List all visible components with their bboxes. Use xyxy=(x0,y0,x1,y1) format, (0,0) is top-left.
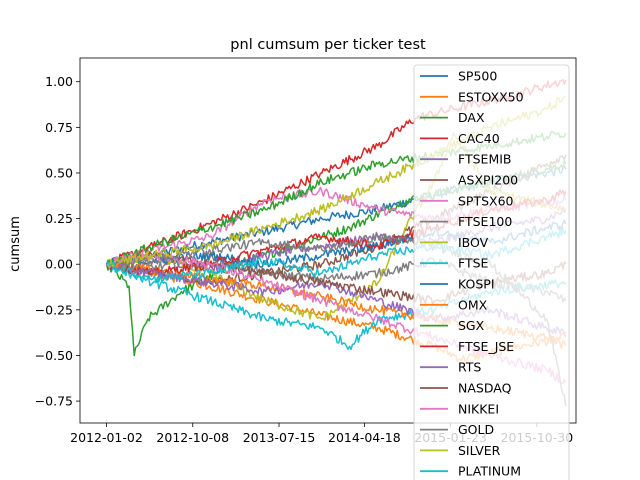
x-tick-label: 2012-10-08 xyxy=(156,430,229,445)
chart-title: pnl cumsum per ticker test xyxy=(230,37,426,53)
legend-label: OMX xyxy=(458,297,488,312)
y-tick-label: −0.75 xyxy=(35,394,73,409)
legend-label: KOSPI xyxy=(458,277,495,292)
legend-label: PLATINUM xyxy=(458,464,521,479)
legend-label: SGX xyxy=(458,318,485,333)
legend-label: ESTOXX50 xyxy=(458,89,524,104)
y-tick-label: 0.25 xyxy=(45,211,73,226)
y-axis: −0.75 −0.50 −0.25 0.00 0.25 0.50 0.75 1.00 xyxy=(35,74,80,409)
legend-label: RTS xyxy=(458,360,481,375)
legend-label: SP500 xyxy=(458,69,497,84)
legend-label: NASDAQ xyxy=(458,381,512,396)
x-tick-label: 2013-07-15 xyxy=(243,430,316,445)
y-tick-label: 0.75 xyxy=(45,120,73,135)
legend-label: FTSE_JSE xyxy=(458,339,514,354)
plot-frame xyxy=(79,57,577,424)
legend-label: ASXPI200 xyxy=(458,173,518,188)
legend-label: IBOV xyxy=(458,235,489,250)
y-tick-label: 0.50 xyxy=(45,165,73,180)
y-axis-label: cumsum xyxy=(8,216,23,272)
legend-label: DAX xyxy=(458,110,485,125)
legend-label: FTSE100 xyxy=(458,214,512,229)
x-tick-label: 2014-04-18 xyxy=(328,430,401,445)
legend-label: GOLD xyxy=(458,422,494,437)
y-tick-label: −0.50 xyxy=(35,348,73,363)
legend-label: FTSEMIB xyxy=(458,152,512,167)
legend-label: FTSE xyxy=(458,256,489,271)
legend-frame xyxy=(413,64,570,480)
legend-label: SPTSX60 xyxy=(458,193,514,208)
y-tick-label: −0.25 xyxy=(35,302,73,317)
y-tick-label: 0.00 xyxy=(45,257,73,272)
legend-label: CAC40 xyxy=(458,131,500,146)
legend-label: SILVER xyxy=(458,443,501,458)
legend-label: NIKKEI xyxy=(458,401,499,416)
x-tick-label: 2012-01-02 xyxy=(70,430,143,445)
legend[interactable]: SP500 ESTOXX50 DAX CAC40 FTSEMIB ASXPI200 SPTS… xyxy=(413,64,570,480)
y-tick-label: 1.00 xyxy=(45,74,73,89)
